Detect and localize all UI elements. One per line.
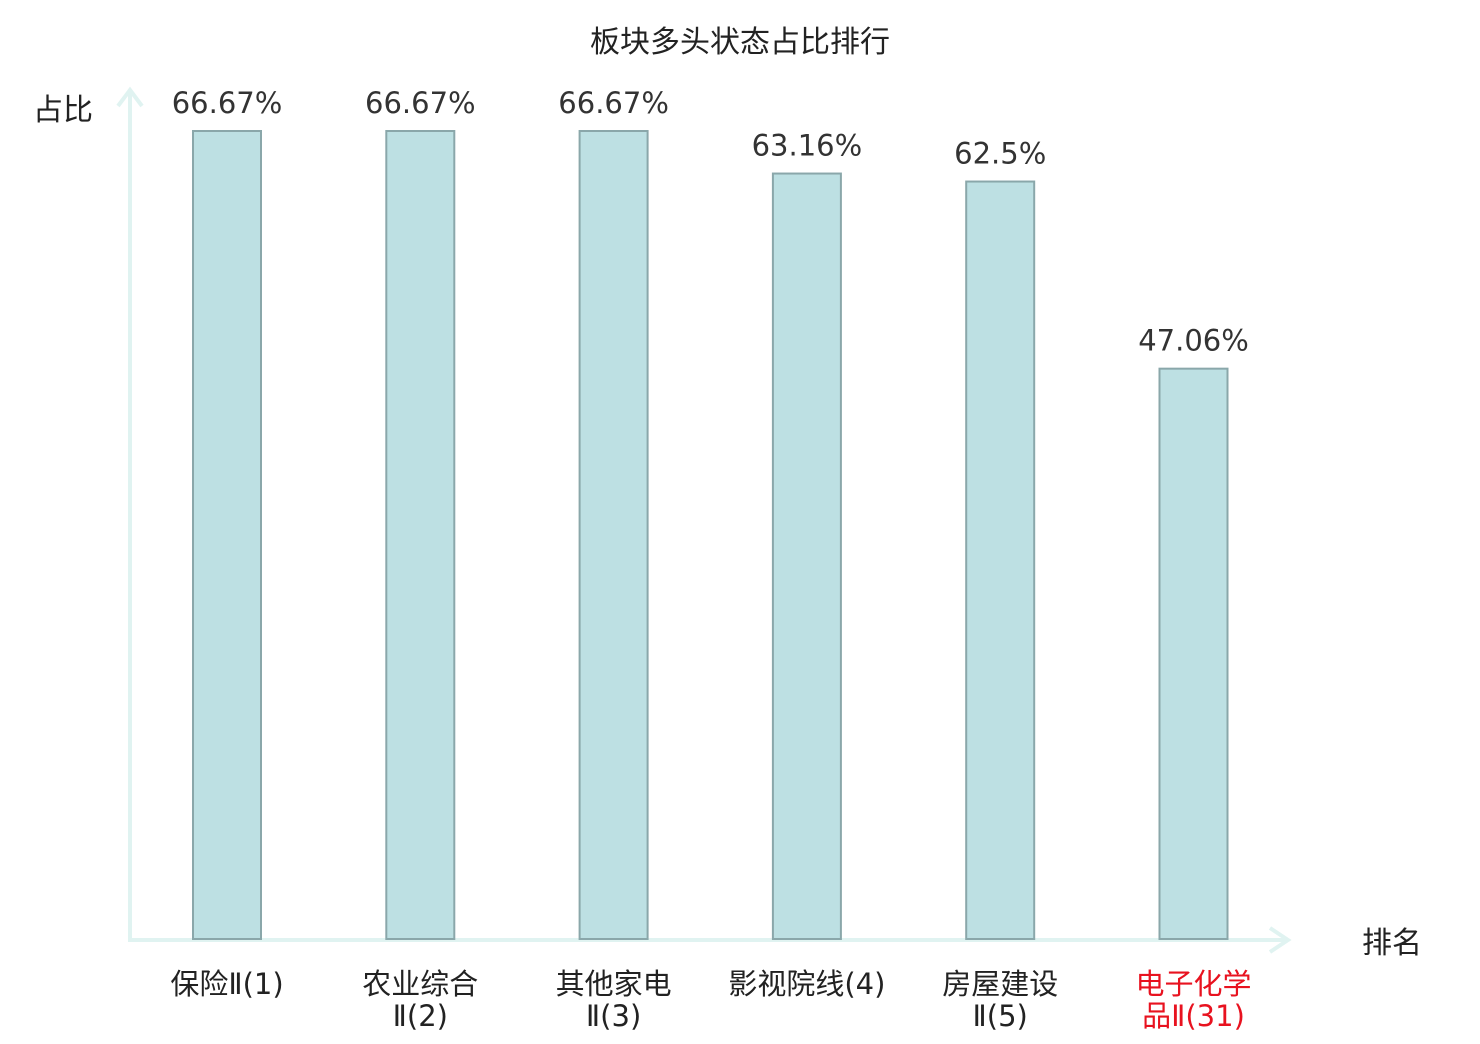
bar-value-label: 47.06% [1138,324,1249,358]
category-tick-label: 影视院线(4) [728,967,885,1001]
bar [578,130,649,940]
bar-value-label: 66.67% [172,86,283,120]
category-tick-label: 其他家电 [556,967,672,1001]
bars-group [192,130,1229,941]
bar-value-label: 66.67% [558,86,669,120]
category-tick-label: Ⅱ(3) [586,999,641,1033]
category-tick-label: 房屋建设 [942,967,1058,1001]
bar [771,172,842,941]
bar-value-label: 63.16% [752,129,863,163]
x-axis-arrow-icon [1268,926,1292,954]
value-labels-group: 66.67% 66.67% 66.67% 63.16% 62.5% 47.06% [172,86,1249,358]
bar [192,130,262,940]
bar-value-label: 62.5% [954,137,1046,171]
y-axis-label: 占比 [33,93,93,128]
category-tick-label: 品Ⅱ(31) [1142,999,1245,1033]
category-tick-label: Ⅱ(5) [973,999,1028,1033]
bar [1158,367,1229,940]
chart-title: 板块多头状态占比排行 [590,25,890,60]
x-axis-label: 排名 [1362,926,1422,961]
bar-value-label: 66.67% [365,86,476,120]
category-tick-label: 农业综合 [362,967,478,1001]
category-tick-label: Ⅱ(2) [393,999,448,1033]
y-axis-arrow-icon [116,86,144,108]
bar [385,130,456,940]
category-tick-label: 电子化学 [1135,967,1251,1001]
axes [116,86,1292,954]
category-tick-label: 保险Ⅱ(1) [170,967,283,1001]
bar [965,180,1036,940]
